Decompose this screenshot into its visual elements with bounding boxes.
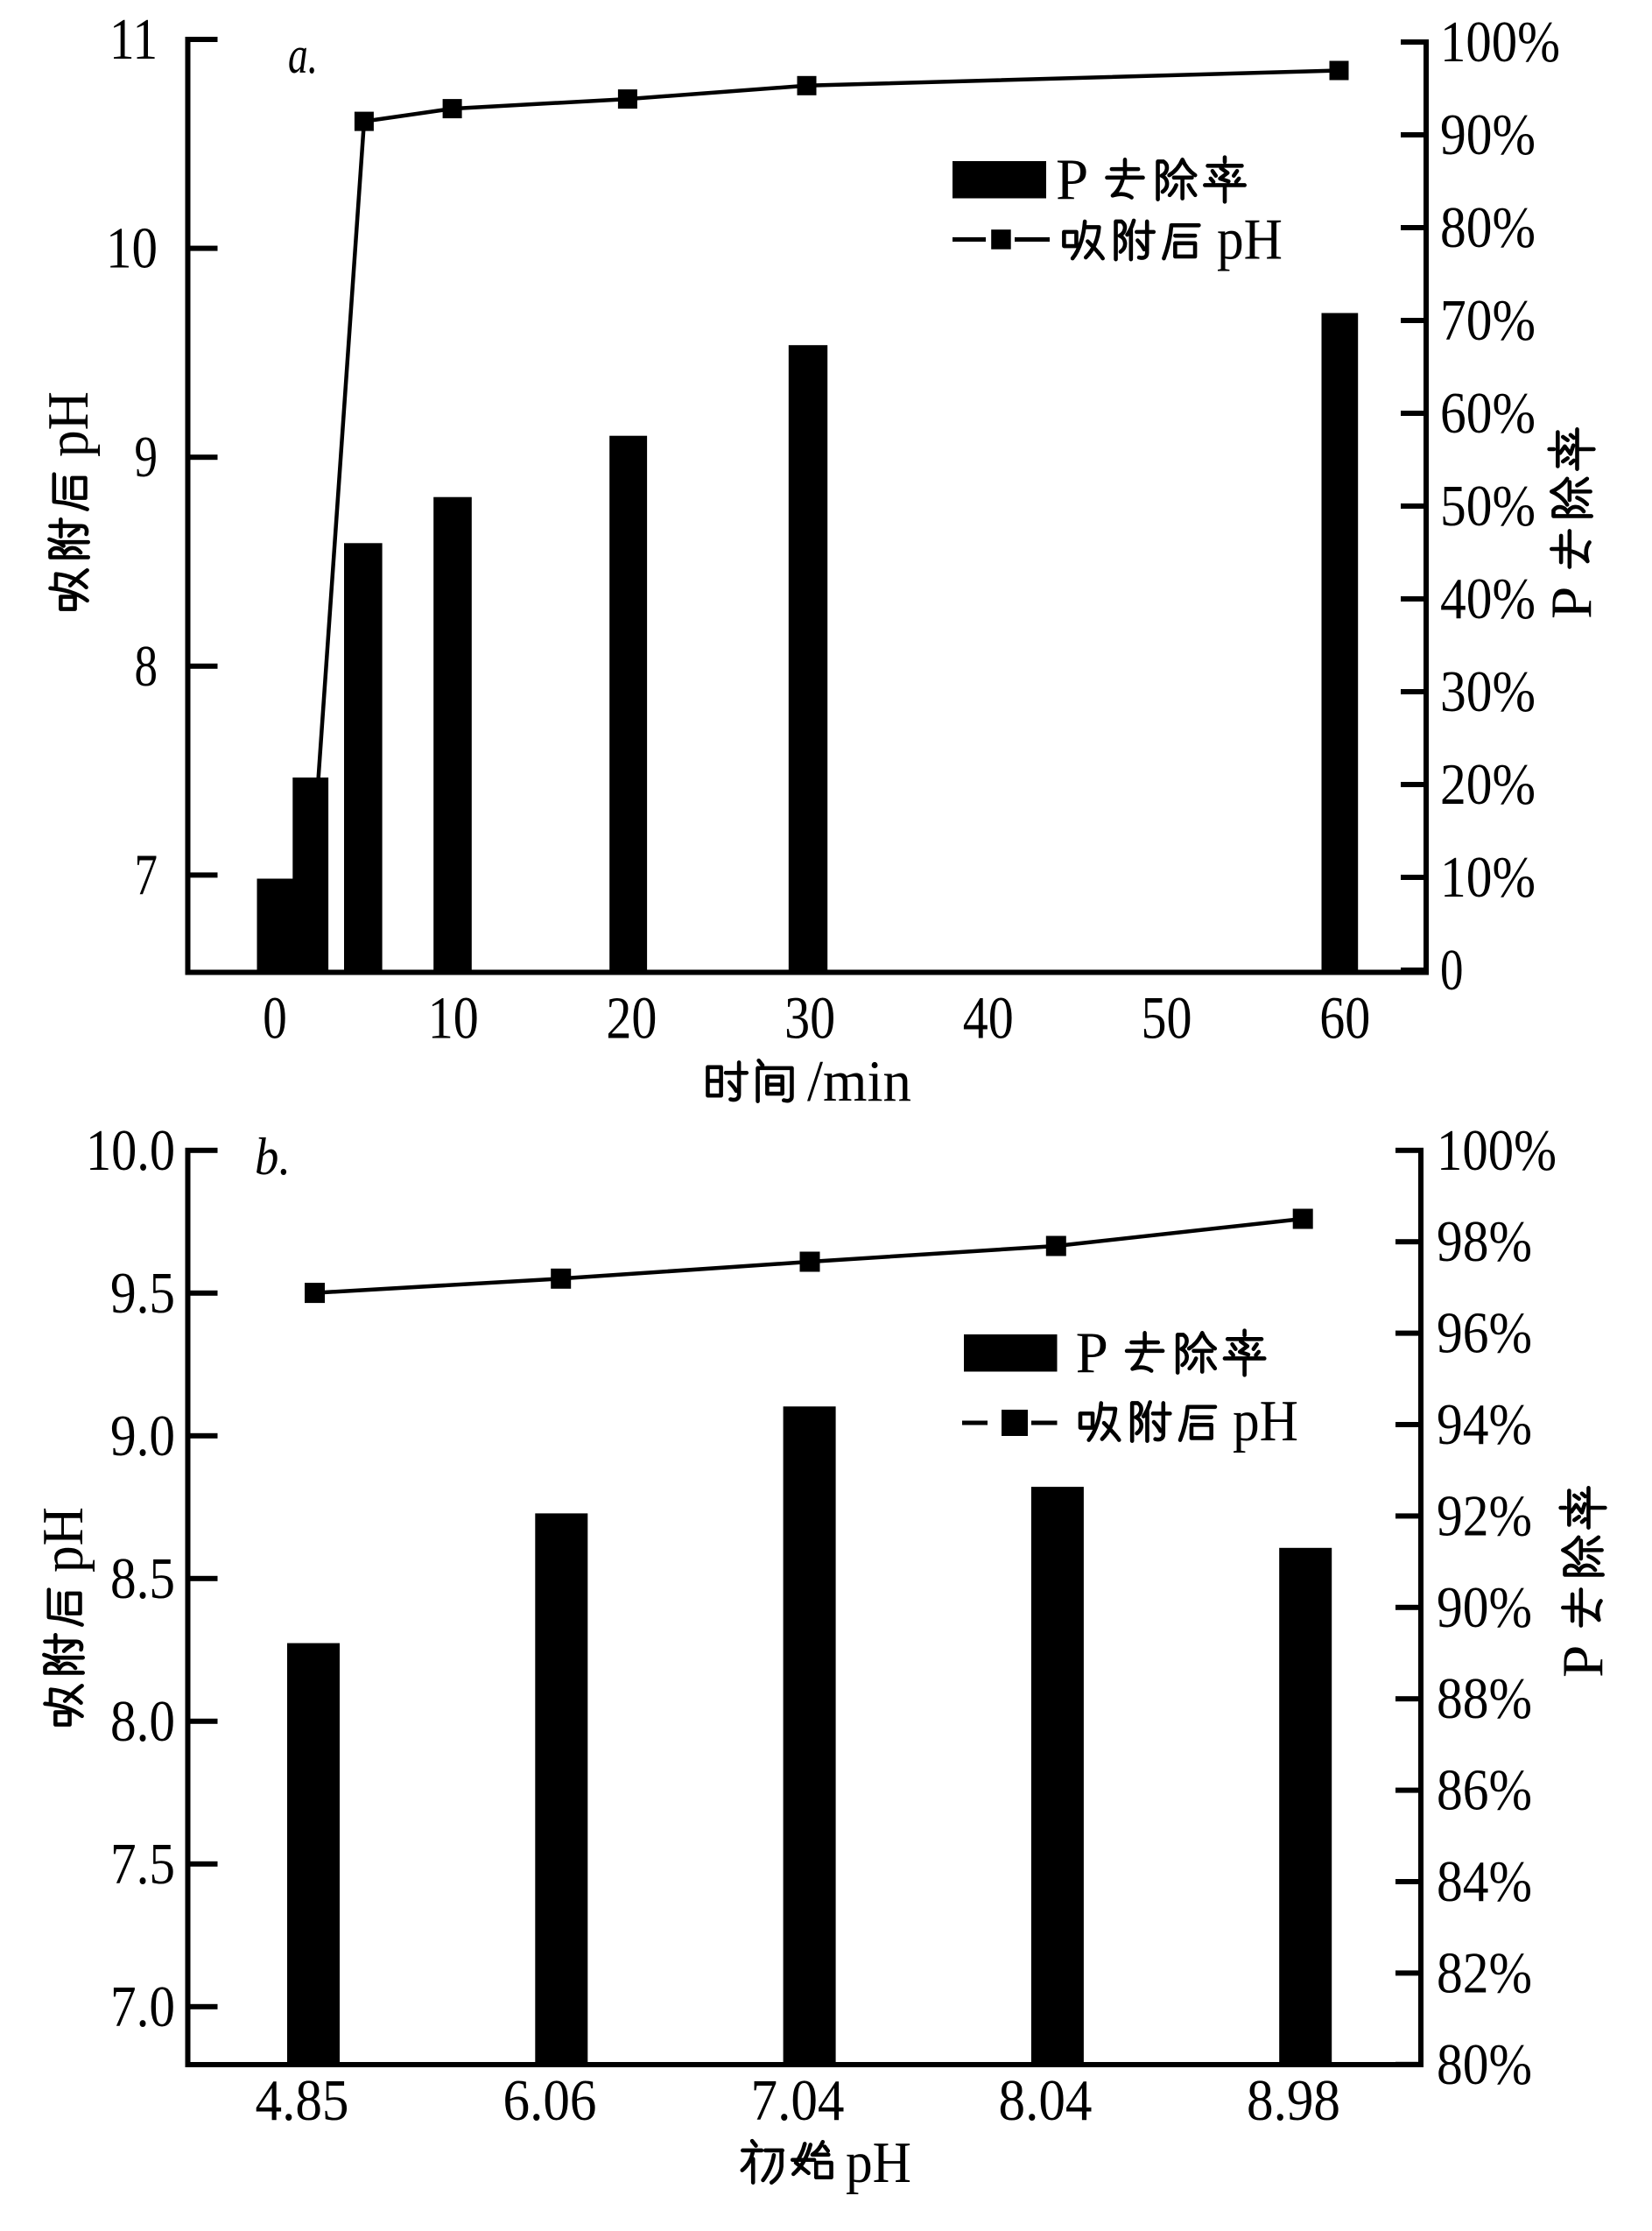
- svg-text:11: 11: [109, 7, 158, 72]
- svg-text:8: 8: [135, 634, 158, 699]
- svg-text:88%: 88%: [1437, 1666, 1532, 1731]
- svg-text:40%: 40%: [1440, 567, 1536, 631]
- svg-text:P: P: [1056, 147, 1088, 212]
- svg-text:8.98: 8.98: [1247, 2068, 1340, 2133]
- svg-text:b.: b.: [255, 1128, 291, 1186]
- svg-text:pH: pH: [1217, 208, 1283, 272]
- svg-text:82%: 82%: [1437, 1940, 1532, 2005]
- svg-text:/min: /min: [807, 1049, 911, 1114]
- svg-text:60: 60: [1319, 985, 1370, 1052]
- svg-text:96%: 96%: [1437, 1301, 1532, 1366]
- svg-text:90%: 90%: [1437, 1575, 1532, 1640]
- svg-text:20: 20: [606, 985, 657, 1052]
- svg-text:30: 30: [784, 985, 835, 1052]
- svg-text:pH: pH: [31, 1507, 95, 1573]
- svg-text:P: P: [1539, 587, 1604, 619]
- svg-text:pH: pH: [36, 391, 101, 457]
- svg-text:8.5: 8.5: [110, 1546, 175, 1611]
- svg-text:80%: 80%: [1437, 2032, 1532, 2097]
- svg-text:a.: a.: [288, 26, 318, 84]
- svg-text:92%: 92%: [1437, 1483, 1532, 1548]
- svg-text:40: 40: [963, 985, 1014, 1052]
- svg-text:10: 10: [106, 216, 158, 281]
- svg-text:70%: 70%: [1440, 288, 1536, 353]
- svg-text:7.0: 7.0: [110, 1974, 175, 2039]
- svg-text:P: P: [1550, 1645, 1615, 1678]
- svg-text:9: 9: [135, 425, 158, 489]
- svg-text:9.5: 9.5: [110, 1261, 175, 1326]
- svg-text:100%: 100%: [1437, 1118, 1557, 1183]
- svg-text:8.0: 8.0: [110, 1689, 175, 1754]
- svg-text:60%: 60%: [1440, 381, 1536, 446]
- svg-text:0: 0: [263, 985, 287, 1052]
- svg-text:10: 10: [428, 985, 479, 1052]
- svg-text:98%: 98%: [1437, 1209, 1532, 1274]
- svg-text:20%: 20%: [1440, 752, 1536, 817]
- svg-text:30%: 30%: [1440, 659, 1536, 724]
- svg-text:7.5: 7.5: [110, 1832, 175, 1897]
- svg-text:90%: 90%: [1440, 102, 1536, 167]
- svg-text:pH: pH: [1233, 1389, 1298, 1453]
- svg-text:10.0: 10.0: [86, 1118, 175, 1183]
- svg-text:P: P: [1076, 1320, 1108, 1385]
- svg-text:9.0: 9.0: [110, 1404, 175, 1468]
- svg-text:6.06: 6.06: [503, 2068, 597, 2133]
- svg-text:50: 50: [1142, 985, 1192, 1052]
- svg-text:94%: 94%: [1437, 1392, 1532, 1457]
- svg-text:8.04: 8.04: [999, 2068, 1093, 2133]
- svg-text:7.04: 7.04: [751, 2068, 845, 2133]
- svg-text:pH: pH: [846, 2130, 911, 2195]
- svg-text:10%: 10%: [1440, 845, 1536, 910]
- svg-text:50%: 50%: [1440, 474, 1536, 538]
- svg-text:100%: 100%: [1440, 10, 1560, 74]
- svg-text:86%: 86%: [1437, 1758, 1532, 1823]
- svg-text:7: 7: [135, 842, 158, 907]
- svg-text:0: 0: [1440, 938, 1464, 1003]
- svg-text:80%: 80%: [1440, 195, 1536, 260]
- svg-text:84%: 84%: [1437, 1849, 1532, 1914]
- svg-text:4.85: 4.85: [256, 2068, 349, 2133]
